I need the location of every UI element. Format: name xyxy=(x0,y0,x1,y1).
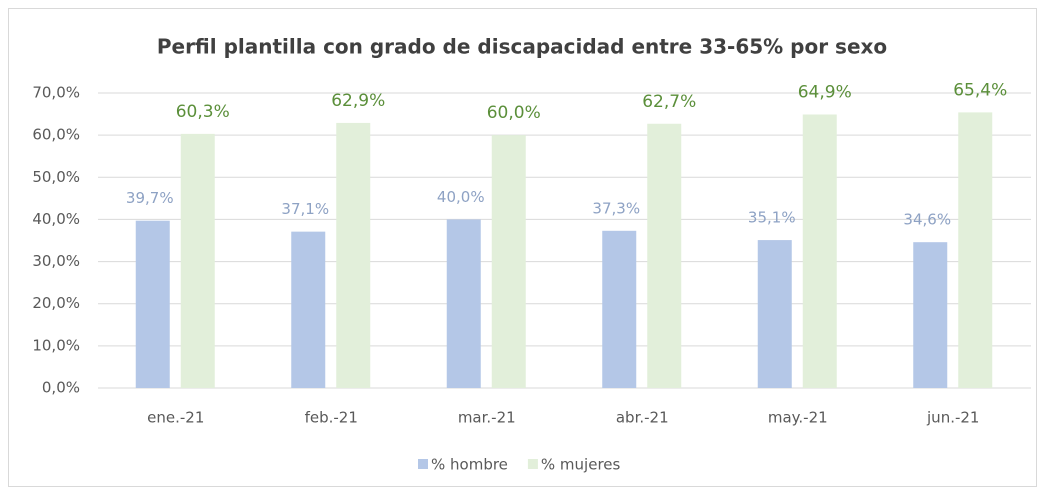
data-label: 39,7% xyxy=(126,189,174,207)
y-tick-label: 20,0% xyxy=(32,294,80,312)
data-label: 34,6% xyxy=(903,211,951,229)
x-tick-label: ene.-21 xyxy=(147,409,204,427)
data-label: 65,4% xyxy=(953,80,1007,100)
data-label: 60,0% xyxy=(487,103,541,123)
bar xyxy=(491,135,526,388)
bar xyxy=(913,242,948,388)
bar xyxy=(135,220,170,388)
y-tick-label: 50,0% xyxy=(32,168,80,186)
data-label: 40,0% xyxy=(437,188,485,206)
bar xyxy=(757,240,792,388)
legend-swatch xyxy=(527,459,538,469)
x-tick-label: abr.-21 xyxy=(616,409,669,427)
bar xyxy=(291,231,326,388)
bar xyxy=(802,114,837,388)
chart-title: Perfil plantilla con grado de discapacid… xyxy=(157,35,887,59)
y-tick-label: 30,0% xyxy=(32,252,80,270)
data-label: 35,1% xyxy=(748,209,796,227)
x-tick-label: feb.-21 xyxy=(305,409,358,427)
y-tick-label: 10,0% xyxy=(32,336,80,354)
data-label: 60,3% xyxy=(176,102,230,122)
y-tick-label: 60,0% xyxy=(32,126,80,144)
bar xyxy=(647,123,682,388)
bar xyxy=(336,122,371,389)
x-tick-label: mar.-21 xyxy=(458,409,516,427)
legend-label: % hombre xyxy=(431,456,508,474)
x-tick-label: jun.-21 xyxy=(926,409,979,427)
legend-swatch xyxy=(418,459,428,469)
data-label: 64,9% xyxy=(798,82,852,102)
bar xyxy=(602,230,637,388)
data-label: 62,9% xyxy=(331,91,385,111)
data-label: 37,3% xyxy=(592,199,640,217)
x-tick-label: may.-21 xyxy=(768,409,828,427)
legend-label: % mujeres xyxy=(541,456,621,474)
y-tick-label: 70,0% xyxy=(32,84,80,102)
data-label: 37,1% xyxy=(281,200,329,218)
bar xyxy=(446,219,481,388)
bar xyxy=(958,112,993,388)
y-tick-label: 40,0% xyxy=(32,210,80,228)
data-label: 62,7% xyxy=(642,92,696,112)
y-tick-label: 0,0% xyxy=(42,379,80,397)
bar xyxy=(180,133,215,388)
